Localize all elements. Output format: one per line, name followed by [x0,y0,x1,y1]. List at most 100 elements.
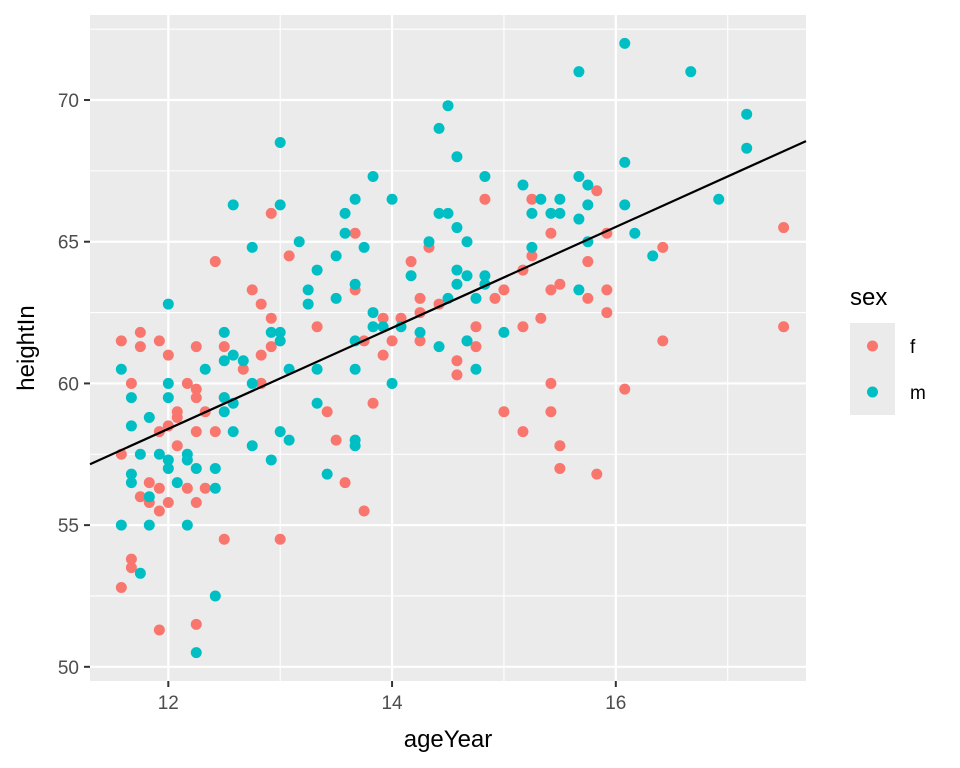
data-point-f [171,411,183,423]
data-point-f [778,321,790,333]
data-point-m [283,434,295,446]
data-point-m [274,326,286,338]
data-point-f [199,482,211,494]
data-point-m [134,567,146,579]
data-point-f [545,227,557,239]
data-point-f [517,321,529,333]
data-point-m [125,477,137,489]
data-point-m [209,462,221,474]
data-point-f [153,505,165,517]
data-point-f [265,312,277,324]
data-point-m [209,482,221,494]
data-point-m [227,199,239,211]
data-point-f [255,298,267,310]
data-point-m [451,278,463,290]
data-point-f [246,284,258,296]
data-point-m [321,468,333,480]
data-point-f [582,292,594,304]
data-point-m [274,137,286,149]
data-point-f [190,341,202,353]
x-axis-ticks: 12 14 16 [158,681,626,714]
minor-gridlines [90,15,806,681]
data-point-f [125,553,137,565]
data-point-m [582,199,594,211]
data-point-m [573,66,585,78]
data-point-m [330,292,342,304]
data-point-f [218,533,230,545]
data-point-f [134,491,146,503]
data-point-m [498,326,510,338]
data-point-m [423,236,435,248]
data-point-f [358,505,370,517]
data-point-f [498,284,510,296]
data-point-m [685,66,697,78]
data-point-m [349,278,361,290]
data-point-m [199,363,211,375]
data-point-m [293,236,305,248]
data-point-m [741,142,753,154]
data-point-m [339,227,351,239]
data-point-m [265,326,277,338]
x-tick-label: 12 [158,693,179,714]
data-point-f [619,383,631,395]
data-point-f [190,392,202,404]
data-point-f [414,335,426,347]
data-point-m [349,193,361,205]
data-point-m [209,590,221,602]
data-point-m [143,491,155,503]
data-point-f [237,363,249,375]
data-point-m [218,355,230,367]
data-point-m [479,270,491,282]
data-point-m [125,468,137,480]
data-point-f [143,477,155,489]
data-point-f [339,477,351,489]
data-point-m [190,647,202,659]
regression-line [89,140,807,466]
data-point-m [227,349,239,361]
data-point-m [573,213,585,225]
data-point-f [181,377,193,389]
data-point-f [162,349,174,361]
data-point-m [535,193,547,205]
data-point-m [442,100,454,112]
data-point-m [554,207,566,219]
data-point-m [367,307,379,319]
data-point-m [143,519,155,531]
data-point-m [470,363,482,375]
data-point-f [349,227,361,239]
data-point-m [573,171,585,183]
data-point-m [741,108,753,120]
data-point-f [657,335,669,347]
data-point-m [274,335,286,347]
x-axis-title: ageYear [404,726,493,753]
data-point-m [330,250,342,262]
data-point-m [246,377,258,389]
data-point-f [535,312,547,324]
data-point-m [470,292,482,304]
data-point-f [265,341,277,353]
data-point-m [125,420,137,432]
data-point-f [330,434,342,446]
data-point-f [377,349,389,361]
data-point-m [442,207,454,219]
data-point-m [386,377,398,389]
data-point-f [489,292,501,304]
data-point-m [451,264,463,276]
data-point-m [367,321,379,333]
major-gridlines [90,15,806,681]
data-point-m [115,519,127,531]
data-point-f [601,307,613,319]
legend-marker-m [867,386,878,398]
data-point-f [470,341,482,353]
data-point-m [619,199,631,211]
data-point-f [554,462,566,474]
data-point-m [162,454,174,466]
data-point-m [629,227,641,239]
data-point-f [134,341,146,353]
data-point-m [218,392,230,404]
data-point-f [601,284,613,296]
data-point-f [526,250,538,262]
data-point-m [349,440,361,452]
data-point-f [591,185,603,197]
